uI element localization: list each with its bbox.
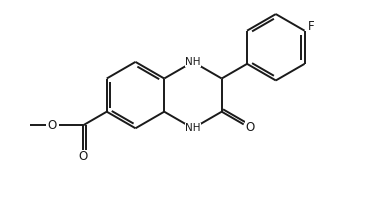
Text: O: O bbox=[47, 119, 56, 132]
Text: O: O bbox=[78, 150, 88, 163]
Text: F: F bbox=[308, 20, 314, 33]
Text: O: O bbox=[245, 121, 254, 134]
Text: NH: NH bbox=[185, 123, 201, 133]
Text: NH: NH bbox=[185, 57, 201, 67]
